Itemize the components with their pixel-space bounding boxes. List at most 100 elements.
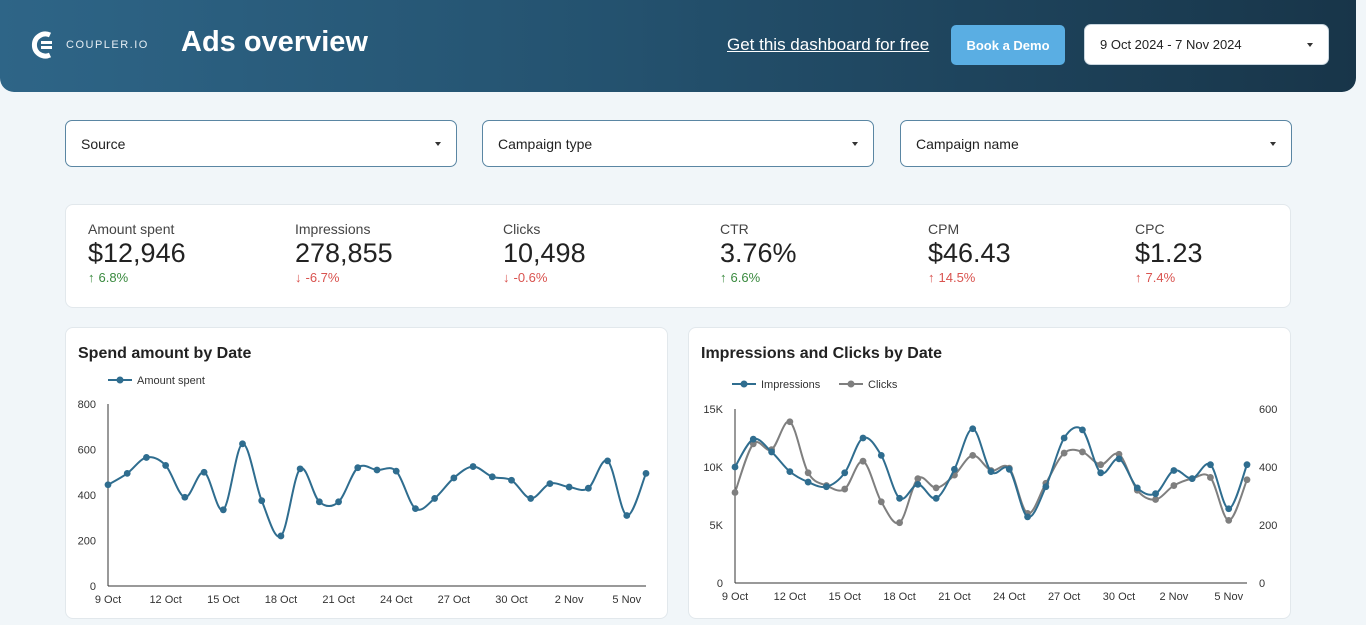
clicks-point [877, 498, 885, 506]
clicks-point [932, 484, 940, 492]
kpi-delta-value: 6.8% [98, 270, 129, 285]
x-tick-label: 18 Oct [883, 591, 915, 603]
coupler-logo[interactable]: COUPLER.IO [28, 30, 149, 60]
kpi-delta-value: 7.4% [1145, 270, 1176, 285]
kpi-label: Clicks [503, 221, 541, 237]
spend-chart-card: Spend amount by Date 0 200 400 600 800 9 Oct 1… [65, 327, 668, 619]
impressions-legend-marker [740, 380, 748, 388]
x-tick-label: 2 Nov [1159, 591, 1188, 603]
x-tick-label: 9 Oct [722, 591, 748, 603]
kpi-delta-value: 6.6% [730, 270, 761, 285]
x-tick-label: 24 Oct [993, 591, 1025, 603]
kpi-delta-value: -6.7% [305, 270, 340, 285]
amount-spent-point [335, 498, 342, 506]
amount-spent-point [277, 532, 285, 540]
source-filter[interactable]: Source [65, 120, 457, 167]
x-tick-label: 30 Oct [495, 594, 527, 606]
impressions-point [1115, 455, 1123, 463]
amount-spent-point [200, 468, 208, 476]
y-tick-label: 200 [78, 536, 96, 548]
source-filter-label: Source [81, 135, 126, 152]
kpi-delta: ↑ 14.5% [928, 270, 1011, 285]
header-bar: COUPLER.IO Ads overview Get this dashboa… [0, 0, 1356, 92]
impressions-point [1024, 513, 1031, 521]
campaign-type-filter-label: Campaign type [498, 135, 593, 152]
arrow-down-icon: ↓ [503, 270, 510, 285]
x-tick-label: 21 Oct [322, 594, 354, 606]
arrow-up-icon: ↑ [88, 270, 95, 285]
x-tick-label: 21 Oct [938, 591, 970, 603]
clicks-legend-label: Clicks [868, 379, 898, 391]
amount-spent-point [546, 480, 554, 488]
impressions-point [1225, 505, 1233, 513]
impressions-point [1097, 469, 1105, 477]
campaign-type-filter[interactable]: Campaign type [482, 120, 874, 167]
amount-spent-point [354, 464, 362, 472]
kpi-value: 10,498 [503, 238, 586, 268]
date-range-select[interactable]: 9 Oct 2024 - 7 Nov 2024 [1084, 24, 1329, 65]
amount-spent-point [431, 495, 439, 502]
arrow-up-icon: ↑ [720, 270, 727, 285]
campaign-name-filter[interactable]: Campaign name [900, 120, 1292, 167]
chevron-down-icon [435, 141, 441, 146]
impressions-point [951, 465, 958, 473]
x-tick-label: 27 Oct [1048, 591, 1080, 603]
page-title: Ads overview [181, 26, 368, 58]
y-tick-label: 600 [78, 445, 96, 457]
clicks-point [804, 469, 812, 477]
x-tick-label: 24 Oct [380, 594, 412, 606]
kpi-value: 3.76% [720, 238, 797, 268]
clicks-legend-marker [847, 380, 855, 388]
kpi-delta: ↑ 6.8% [88, 270, 186, 285]
kpi-ctr: CTR 3.76% ↑ 6.6% [720, 221, 797, 285]
clicks-point [841, 485, 849, 493]
impressions-clicks-line-chart: 0 5K 10K 15K 0 200 400 600 9 Oct 12 Oct 15 Oct 18 O… [703, 379, 1277, 603]
amount-spent-point [123, 469, 131, 477]
clicks-point [1097, 461, 1105, 469]
book-demo-button[interactable]: Book a Demo [951, 25, 1065, 65]
x-tick-label: 18 Oct [265, 594, 297, 606]
impressions-point [1060, 434, 1068, 442]
impressions-point [841, 469, 849, 477]
impressions-point [932, 494, 940, 502]
arrow-up-icon: ↑ [1135, 270, 1142, 285]
arrow-up-icon: ↑ [928, 270, 935, 285]
impressions-point [859, 434, 867, 442]
clicks-point [731, 489, 739, 496]
clicks-point [786, 418, 794, 426]
amount-spent-point [239, 440, 246, 448]
kpi-delta: ↓ -6.7% [295, 270, 393, 285]
x-tick-label: 5 Nov [1214, 591, 1243, 603]
x-tick-label: 5 Nov [612, 594, 641, 606]
y-tick-label: 800 [78, 399, 96, 411]
amount-spent-point [565, 483, 573, 491]
x-tick-label: 9 Oct [95, 594, 121, 606]
amount-spent-legend-label: Amount spent [137, 375, 205, 387]
chart-title: Impressions and Clicks by Date [701, 345, 942, 362]
impressions-point [1079, 426, 1086, 434]
amount-spent-point [162, 462, 170, 469]
clicks-point [914, 475, 922, 482]
kpi-label: CTR [720, 221, 749, 237]
chevron-down-icon [852, 141, 858, 146]
clicks-point [1243, 476, 1251, 484]
get-dashboard-link[interactable]: Get this dashboard for free [727, 35, 930, 54]
chart-title: Spend amount by Date [78, 345, 252, 362]
y-left-tick-label: 0 [717, 578, 723, 590]
y-left-tick-label: 15K [703, 404, 723, 416]
kpi-scorecards: Amount spent $12,946 ↑ 6.8% Impressions 2… [65, 204, 1291, 308]
kpi-delta-value: 14.5% [938, 270, 976, 285]
amount-spent-point [392, 467, 400, 475]
kpi-value: 278,855 [295, 238, 393, 268]
spend-line-chart: 0 200 400 600 800 9 Oct 12 Oct 15 Oct 18 Oct 21 O… [78, 375, 650, 606]
kpi-label: Amount spent [88, 221, 175, 237]
amount-spent-point [623, 512, 631, 519]
amount-spent-point [143, 454, 150, 461]
arrow-down-icon: ↓ [295, 270, 302, 285]
amount-spent-point [315, 498, 323, 506]
y-left-tick-label: 5K [710, 520, 724, 532]
amount-spent-point [412, 505, 419, 513]
clicks-point [1060, 449, 1068, 457]
amount-spent-point [469, 463, 477, 470]
y-right-tick-label: 400 [1259, 462, 1277, 474]
